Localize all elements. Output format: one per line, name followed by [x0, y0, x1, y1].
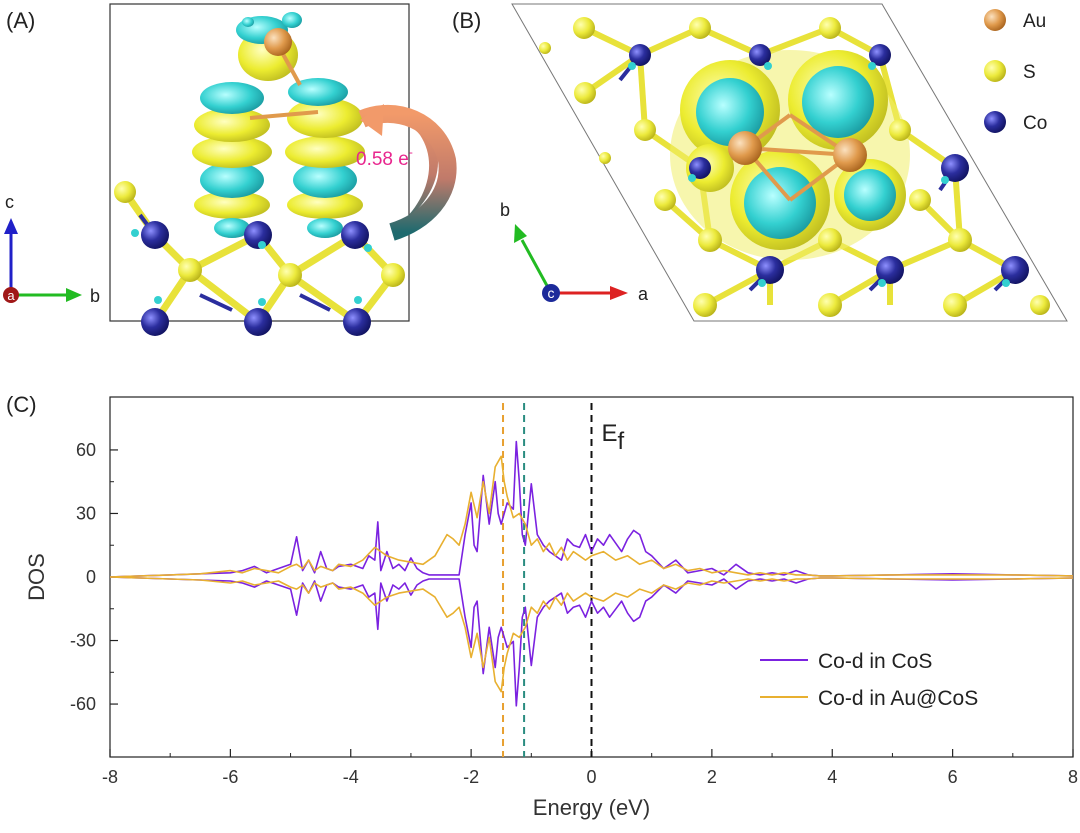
panel-b-isosurface — [670, 50, 910, 260]
panel-a-label: (A) — [6, 8, 35, 33]
panel-b-cell-box — [511, 3, 1068, 322]
panel-a-au-atom — [264, 28, 292, 56]
x-tick-label: -2 — [463, 767, 479, 787]
legend-au-label: Au — [1023, 11, 1046, 32]
x-tick-label: 4 — [827, 767, 837, 787]
fermi-level-label: Ef — [602, 420, 625, 455]
legend-aucos-label: Co-d in Au@CoS — [818, 687, 978, 710]
x-axis: -8 -6 -4 -2 0 2 4 6 8 — [102, 749, 1078, 787]
panel-b-axis-c-label: c — [548, 285, 555, 301]
x-tick-label: 2 — [707, 767, 717, 787]
panel-a-co-atoms — [141, 221, 371, 336]
series-line-spin-up-1 — [109, 455, 1074, 578]
x-axis-label: Energy (eV) — [533, 795, 650, 820]
charge-transfer-label: 0.58 e- — [356, 145, 413, 170]
panel-a-isosurface-right — [285, 78, 365, 238]
panel-b-co-atoms — [629, 44, 1029, 284]
chart-legend: Co-d in CoS Co-d in Au@CoS — [760, 650, 978, 710]
legend-s-marker — [984, 60, 1006, 82]
panel-b: (B) — [452, 3, 1068, 322]
series-line-spin-down-1 — [109, 576, 1074, 693]
reference-lines — [502, 403, 593, 757]
y-tick-label: 0 — [86, 567, 96, 587]
dos-chart: -8 -6 -4 -2 0 2 4 6 8 60 30 0 -30 -60 Ef Energy (eV)… — [24, 396, 1078, 820]
y-tick-label: -30 — [70, 631, 96, 651]
y-axis-label: DOS — [24, 553, 49, 601]
panel-b-label: (B) — [452, 8, 481, 33]
y-tick-label: -60 — [70, 694, 96, 714]
panel-b-axis-b-label: b — [500, 200, 510, 220]
panel-b-s-atoms — [539, 17, 1050, 317]
legend-s-label: S — [1023, 62, 1036, 83]
panel-a-axes-indicator: a c b — [3, 192, 100, 306]
charge-transfer-arrow-body — [358, 104, 457, 241]
panel-a: (A) — [3, 3, 457, 336]
x-tick-label: -4 — [343, 767, 359, 787]
x-tick-label: -8 — [102, 767, 118, 787]
y-tick-label: 60 — [76, 440, 96, 460]
panel-a-small-lobes — [131, 229, 372, 306]
y-tick-label: 30 — [76, 503, 96, 523]
panel-b-au-atom-1 — [728, 131, 762, 165]
legend-au-marker — [984, 9, 1006, 31]
series-lines — [109, 440, 1074, 707]
panel-a-s-atoms — [114, 181, 405, 287]
charge-transfer-arrow-head — [360, 104, 384, 136]
panel-a-axis-b-label: b — [90, 286, 100, 306]
panel-c-label: (C) — [6, 392, 37, 417]
panel-c: (C) -8 -6 -4 -2 0 2 4 6 8 60 30 0 -30 -60 Ef Energy … — [6, 392, 1078, 820]
legend-co-marker — [984, 111, 1006, 133]
panel-b-legend: Au S Co — [984, 9, 1047, 134]
panel-b-axis-a-label: a — [638, 284, 649, 304]
panel-b-au-atom-2 — [833, 138, 867, 172]
legend-co-label: Co — [1023, 113, 1047, 134]
panel-a-axis-c-label: c — [5, 192, 14, 212]
panel-b-small-lobes — [628, 62, 1010, 287]
panel-a-isosurface-left — [192, 82, 272, 238]
panel-a-axis-a-label: a — [7, 288, 15, 303]
x-tick-label: 6 — [948, 767, 958, 787]
x-tick-label: -6 — [222, 767, 238, 787]
legend-cos-label: Co-d in CoS — [818, 650, 932, 673]
x-tick-label: 8 — [1068, 767, 1078, 787]
x-tick-label: 0 — [586, 767, 596, 787]
y-axis: 60 30 0 -30 -60 — [70, 440, 118, 714]
panel-b-axes-indicator: c b a — [500, 200, 649, 304]
